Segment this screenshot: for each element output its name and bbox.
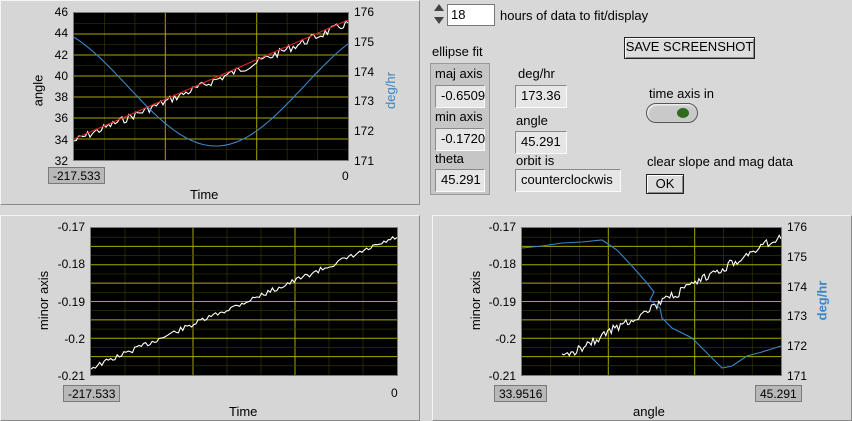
bottom-left-plot[interactable] xyxy=(90,227,398,376)
top-graph-x-max: 0 xyxy=(342,169,349,183)
y-tick-label: 42 xyxy=(54,47,68,62)
orbit-value: counterclockwis xyxy=(515,169,621,192)
y-tick-label: -0.2 xyxy=(64,331,85,346)
angle-trace xyxy=(73,20,349,142)
rate-trace xyxy=(73,36,349,147)
y-tick-label: 46 xyxy=(54,5,68,19)
y-tick-label: 44 xyxy=(54,26,68,41)
bottom-right-x-max[interactable]: 45.291 xyxy=(755,385,802,402)
y-tick-label: -0.21 xyxy=(57,369,85,383)
top-graph-ylabel-right: deg/hr xyxy=(382,72,398,109)
y-tick-label: -0.18 xyxy=(57,257,85,272)
bottom-left-ylabel: minor axis xyxy=(36,270,52,331)
y-tick-label: 172 xyxy=(354,124,375,139)
y-tick-label: 173 xyxy=(787,309,808,324)
y-tick-label: 171 xyxy=(787,369,808,383)
y-tick-label: 38 xyxy=(54,90,68,105)
y-tick-label: 176 xyxy=(354,5,375,19)
hours-stepper[interactable] xyxy=(433,4,445,26)
toggle-led-icon xyxy=(677,108,689,118)
y-tick-label: 34 xyxy=(54,132,68,147)
maj-axis-value: -0.6509 xyxy=(435,85,485,108)
y-tick-label: 175 xyxy=(354,34,375,49)
y-tick-label: 174 xyxy=(787,279,808,294)
y-tick-label: -0.19 xyxy=(488,294,516,309)
orbit-label: orbit is xyxy=(516,153,555,168)
y-tick-label: -0.18 xyxy=(488,257,516,272)
deghr-value: 173.36 xyxy=(515,85,567,108)
y-tick-label: -0.21 xyxy=(488,369,516,383)
bottom-right-plot[interactable] xyxy=(521,227,782,376)
top-graph-x-min[interactable]: -217.533 xyxy=(48,167,106,184)
angle-value: 45.291 xyxy=(515,131,567,154)
deghr-label: deg/hr xyxy=(518,66,555,81)
y-tick-label: -0.17 xyxy=(57,220,85,234)
top-graph-xlabel: Time xyxy=(190,187,219,202)
rate-vs-angle-trace xyxy=(521,239,782,369)
min-axis-label: min axis xyxy=(435,109,483,124)
bottom-left-x-min[interactable]: -217.533 xyxy=(63,385,121,402)
ok-button[interactable]: OK xyxy=(646,174,684,194)
minor-axis-trace xyxy=(90,235,398,370)
save-screenshot-button[interactable]: SAVE SCREENSHOT xyxy=(624,37,755,59)
angle-fit-line xyxy=(73,19,349,140)
bottom-right-svg xyxy=(521,228,782,375)
min-axis-value: -0.1720 xyxy=(435,128,485,151)
y-tick-label: 174 xyxy=(354,64,375,79)
y-tick-label: -0.17 xyxy=(488,220,516,234)
y-tick-label: 32 xyxy=(54,154,68,168)
clear-slope-label: clear slope and mag data xyxy=(647,154,793,169)
hours-label: hours of data to fit/display xyxy=(500,8,649,23)
y-tick-label: 175 xyxy=(787,249,808,264)
time-axis-label: time axis in xyxy=(649,86,715,101)
bottom-left-svg xyxy=(90,228,398,375)
bottom-right-ylabel: minor axis xyxy=(468,270,484,331)
bottom-right-ylabel-right: deg/hr xyxy=(814,280,830,321)
bottom-right-xlabel: angle xyxy=(633,404,665,419)
time-axis-toggle[interactable] xyxy=(646,103,698,123)
top-graph-ylabel: angle xyxy=(30,74,46,107)
y-tick-label: 172 xyxy=(787,339,808,354)
top-graph-svg xyxy=(73,13,349,160)
y-tick-label: 40 xyxy=(54,68,68,83)
theta-label: theta xyxy=(435,151,464,166)
y-tick-label: -0.19 xyxy=(57,294,85,309)
y-tick-label: 173 xyxy=(354,94,375,109)
bottom-left-xlabel: Time xyxy=(229,404,258,419)
maj-axis-label: maj axis xyxy=(435,66,483,81)
stepper-down-icon[interactable] xyxy=(434,17,444,24)
stepper-up-icon[interactable] xyxy=(434,4,444,11)
y-tick-label: 171 xyxy=(354,154,375,168)
bottom-left-x-max: 0 xyxy=(391,386,398,400)
minor-vs-angle-trace xyxy=(561,234,782,357)
y-tick-label: 176 xyxy=(787,220,808,234)
theta-value: 45.291 xyxy=(435,169,485,192)
angle-label: angle xyxy=(516,113,548,128)
hours-input[interactable]: 18 xyxy=(447,4,495,26)
ellipse-fit-label: ellipse fit xyxy=(432,44,483,59)
bottom-right-x-min[interactable]: 33.9516 xyxy=(494,385,548,402)
top-graph-plot[interactable] xyxy=(73,12,349,161)
y-tick-label: 36 xyxy=(54,111,68,126)
y-tick-label: -0.2 xyxy=(495,331,516,346)
